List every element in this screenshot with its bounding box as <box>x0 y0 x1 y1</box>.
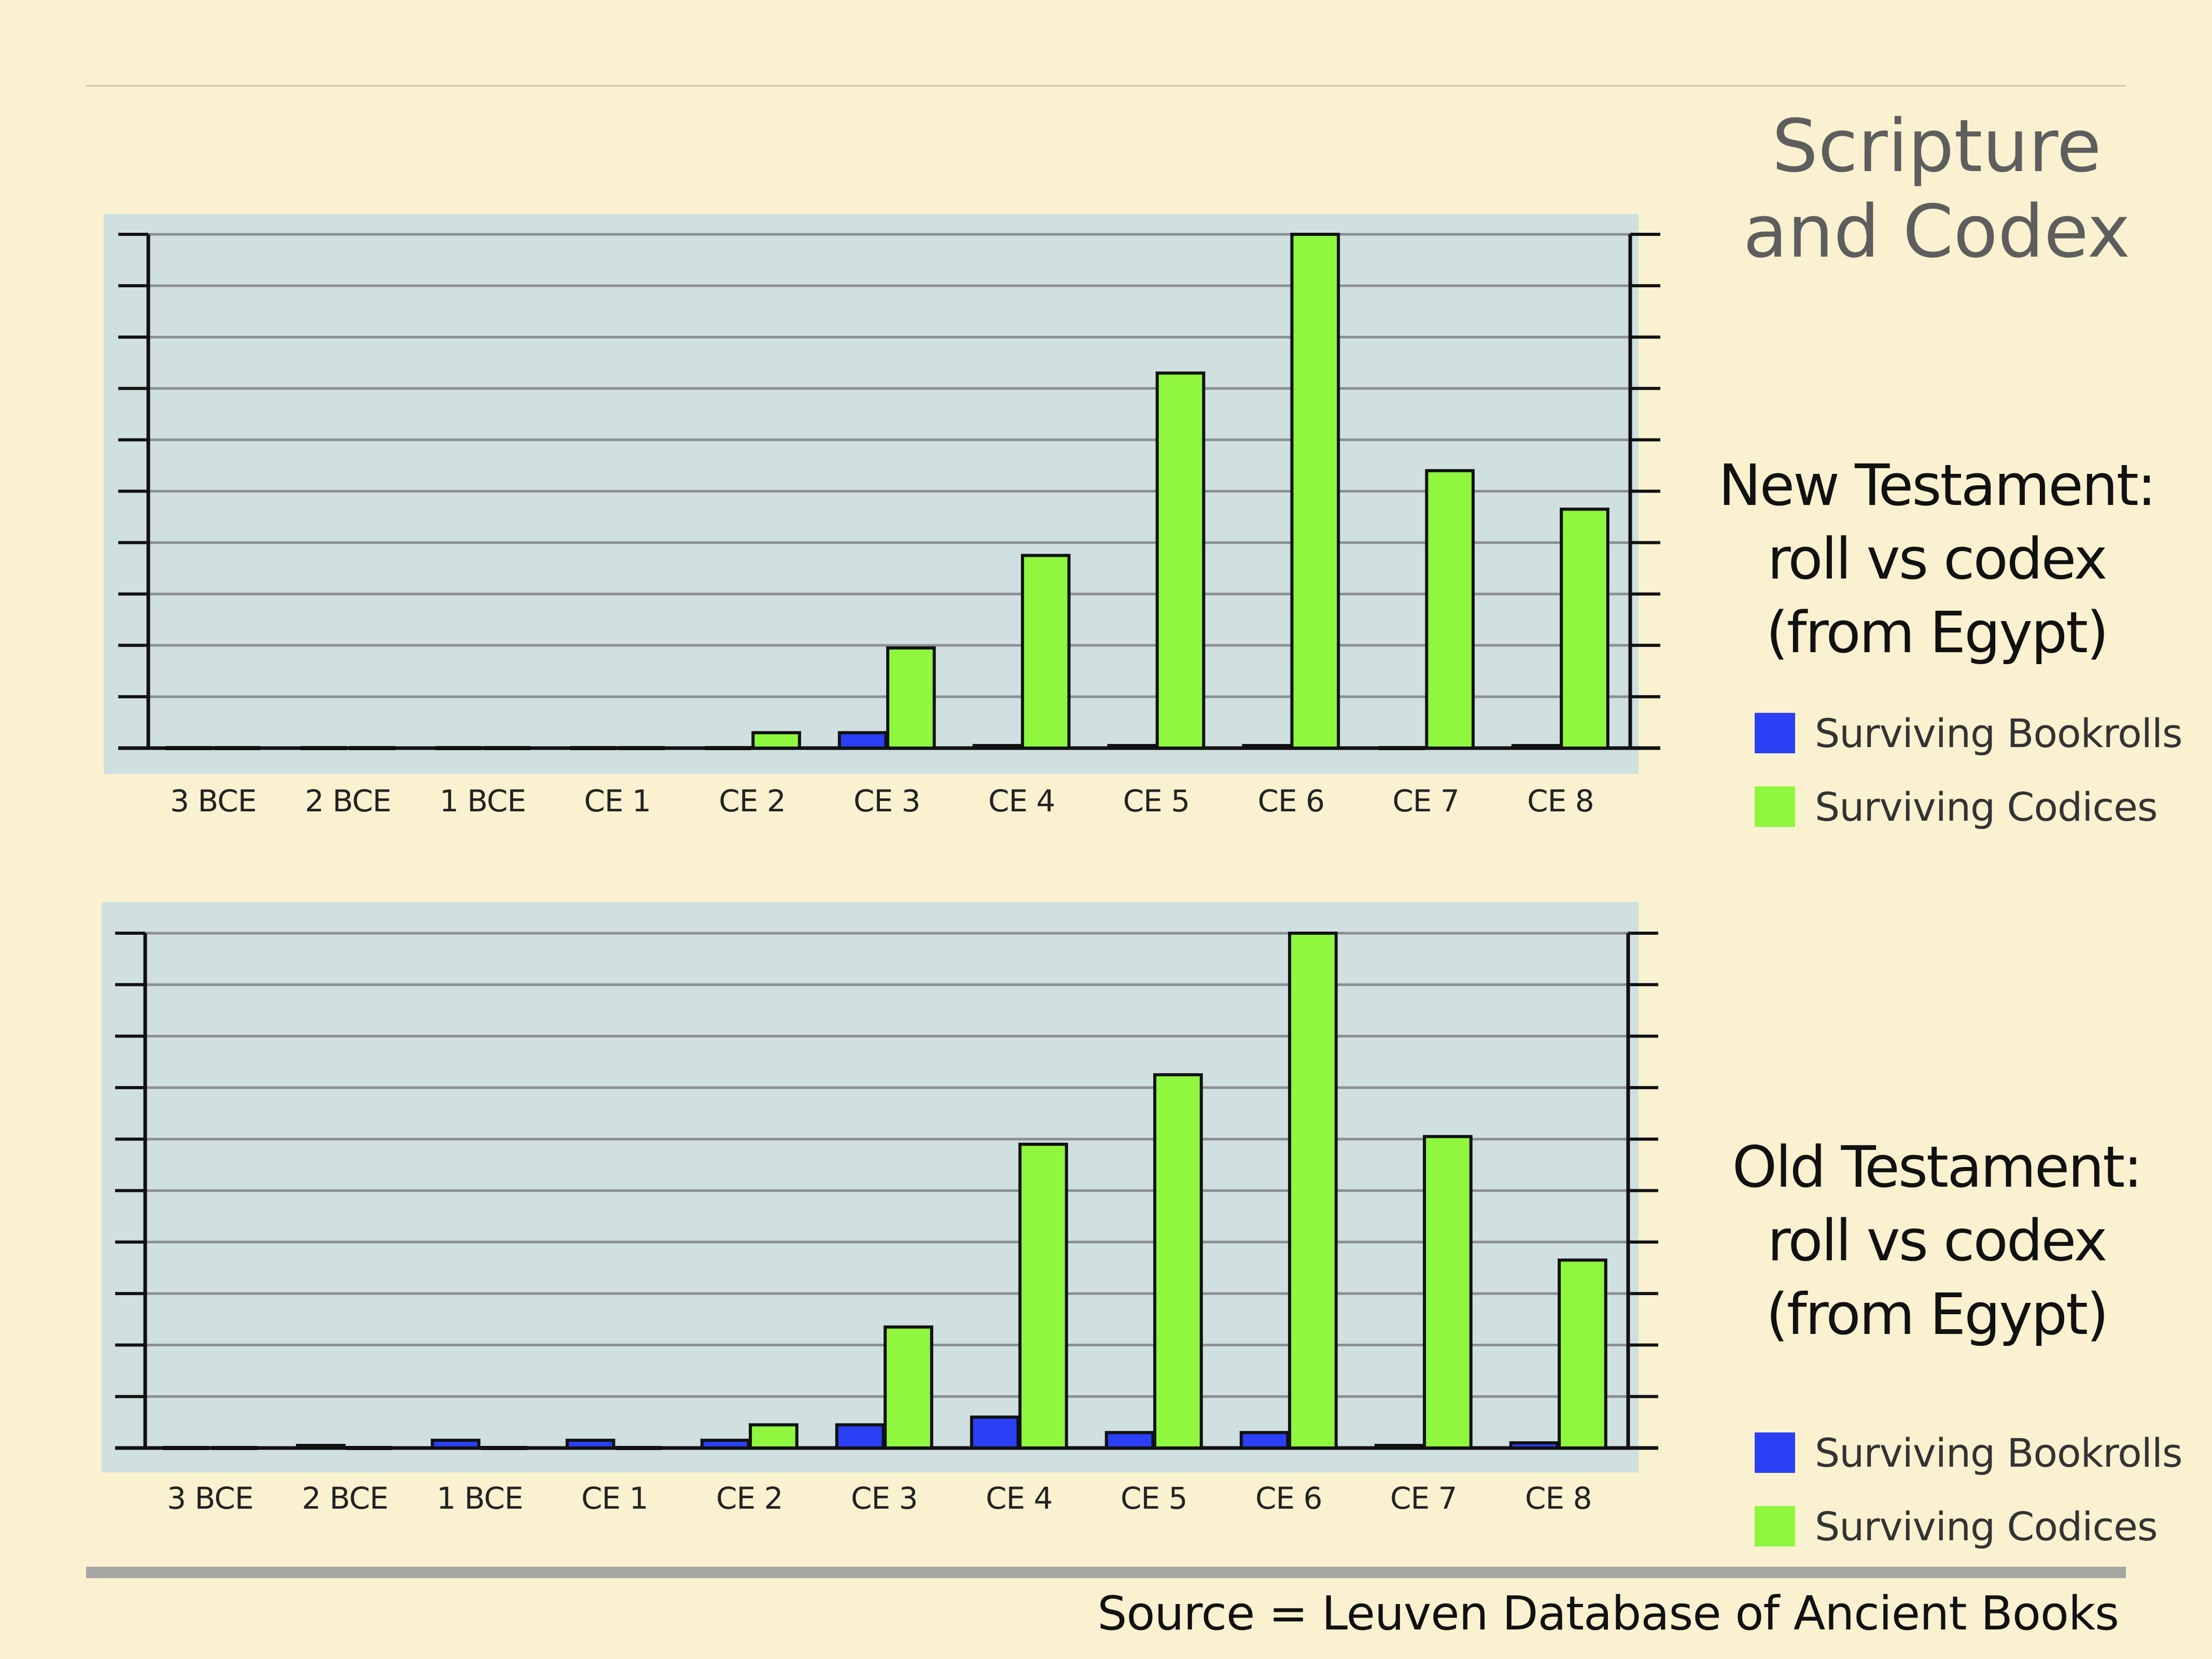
x-tick-label: CE 6 <box>1255 1481 1322 1516</box>
x-tick-label: CE 1 <box>584 783 650 819</box>
nt-legend-bookrolls: Surviving Bookrolls <box>1755 710 2182 756</box>
title-line: Scripture <box>1772 104 2102 189</box>
x-tick-label: 1 BCE <box>440 783 526 819</box>
slide-title: Scripture and Codex <box>1675 104 2199 275</box>
x-tick-label: CE 7 <box>1390 1481 1457 1516</box>
bookroll-bar <box>565 1439 615 1450</box>
bookroll-bar <box>700 1439 750 1450</box>
legend-label: Surviving Bookrolls <box>1815 710 2182 756</box>
codex-bar <box>1153 1073 1203 1450</box>
x-tick-label: CE 5 <box>1123 783 1189 819</box>
bookroll-bar <box>1374 1444 1424 1450</box>
codex-bar <box>749 1423 799 1450</box>
codices-swatch <box>1755 1506 1795 1546</box>
x-tick-label: CE 3 <box>853 783 920 819</box>
x-tick-label: CE 2 <box>716 1481 782 1516</box>
codices-swatch <box>1755 786 1795 827</box>
top-divider <box>86 85 2126 87</box>
nt-plot-area <box>104 214 1639 774</box>
nt-legend-codices: Surviving Codices <box>1755 783 2158 830</box>
bookroll-bar <box>970 1415 1020 1450</box>
nt-panel-label: New Testament: roll vs codex (from Egypt… <box>1675 448 2199 669</box>
bookroll-bar <box>1511 744 1561 750</box>
x-tick-label: CE 7 <box>1392 783 1459 819</box>
bottom-divider <box>86 1567 2126 1578</box>
ot-plot-area <box>102 902 1639 1472</box>
panel-label-line: (from Egypt) <box>1766 599 2109 666</box>
codex-bar <box>751 731 801 750</box>
panel-label-line: New Testament: <box>1718 452 2157 518</box>
x-tick-label: CE 3 <box>851 1481 917 1516</box>
x-tick-label: CE 1 <box>581 1481 648 1516</box>
x-tick-label: CE 4 <box>988 783 1055 819</box>
codex-bar <box>1020 554 1071 750</box>
x-tick-label: 2 BCE <box>305 783 391 819</box>
codex-bar <box>1155 371 1206 750</box>
bookroll-bar <box>430 1439 481 1450</box>
panel-label-line: roll vs codex <box>1767 1207 2107 1274</box>
title-line: and Codex <box>1743 190 2131 274</box>
x-tick-label: 1 BCE <box>437 1481 523 1516</box>
legend-label: Surviving Bookrolls <box>1815 1429 2182 1476</box>
legend-label: Surviving Codices <box>1815 783 2158 830</box>
bookroll-bar <box>972 744 1023 750</box>
panel-label-line: (from Egypt) <box>1766 1281 2109 1347</box>
codex-bar <box>1423 1135 1473 1450</box>
x-tick-label: CE 8 <box>1525 1481 1591 1516</box>
source-note: Source = Leuven Database of Ancient Book… <box>1097 1586 2119 1641</box>
x-tick-label: CE 5 <box>1121 1481 1187 1516</box>
bookroll-bar <box>1104 1431 1155 1450</box>
bookrolls-swatch <box>1755 713 1795 753</box>
bookroll-bar <box>1242 744 1292 750</box>
codex-bar <box>1288 932 1338 1450</box>
codex-bar <box>1018 1143 1068 1450</box>
panel-label-line: Old Testament: <box>1732 1134 2143 1200</box>
bookroll-bar <box>1509 1441 1559 1450</box>
bookroll-bar <box>1107 744 1157 750</box>
ot-legend-codices: Surviving Codices <box>1755 1503 2158 1550</box>
x-tick-label: 2 BCE <box>302 1481 388 1516</box>
panel-label-line: roll vs codex <box>1767 526 2107 592</box>
bookroll-bar <box>837 731 888 750</box>
bookrolls-swatch <box>1755 1432 1795 1473</box>
bookroll-bar <box>835 1423 885 1450</box>
codex-bar <box>1558 1258 1607 1450</box>
codex-bar <box>884 1325 933 1450</box>
bookroll-bar <box>1239 1431 1290 1450</box>
x-tick-label: CE 8 <box>1527 783 1593 819</box>
x-tick-label: 3 BCE <box>167 1481 253 1516</box>
codex-bar <box>886 646 936 750</box>
x-tick-label: 3 BCE <box>170 783 256 819</box>
legend-label: Surviving Codices <box>1815 1503 2158 1550</box>
codex-bar <box>1290 233 1340 750</box>
x-tick-label: CE 2 <box>719 783 785 819</box>
codex-bar <box>1425 469 1475 750</box>
x-tick-label: CE 6 <box>1258 783 1324 819</box>
ot-legend-bookrolls: Surviving Bookrolls <box>1755 1429 2182 1476</box>
ot-panel-label: Old Testament: roll vs codex (from Egypt… <box>1675 1130 2199 1351</box>
x-tick-label: CE 4 <box>986 1481 1052 1516</box>
bookroll-bar <box>296 1444 346 1450</box>
codex-bar <box>1560 508 1609 750</box>
